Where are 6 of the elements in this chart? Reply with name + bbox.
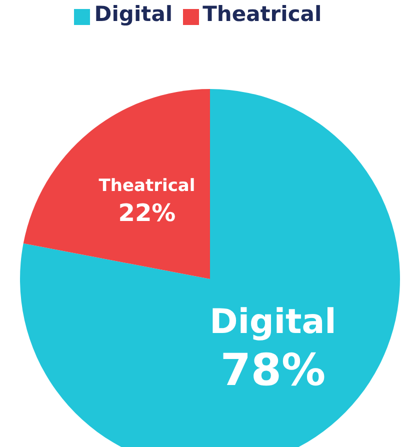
data-label: 22% xyxy=(118,198,176,227)
data-label: 78% xyxy=(220,345,326,396)
legend-label: Theatrical xyxy=(202,2,322,26)
slice-label: Theatrical xyxy=(98,176,196,196)
legend-label: Digital xyxy=(94,2,173,26)
slice-label: Digital xyxy=(210,302,336,342)
